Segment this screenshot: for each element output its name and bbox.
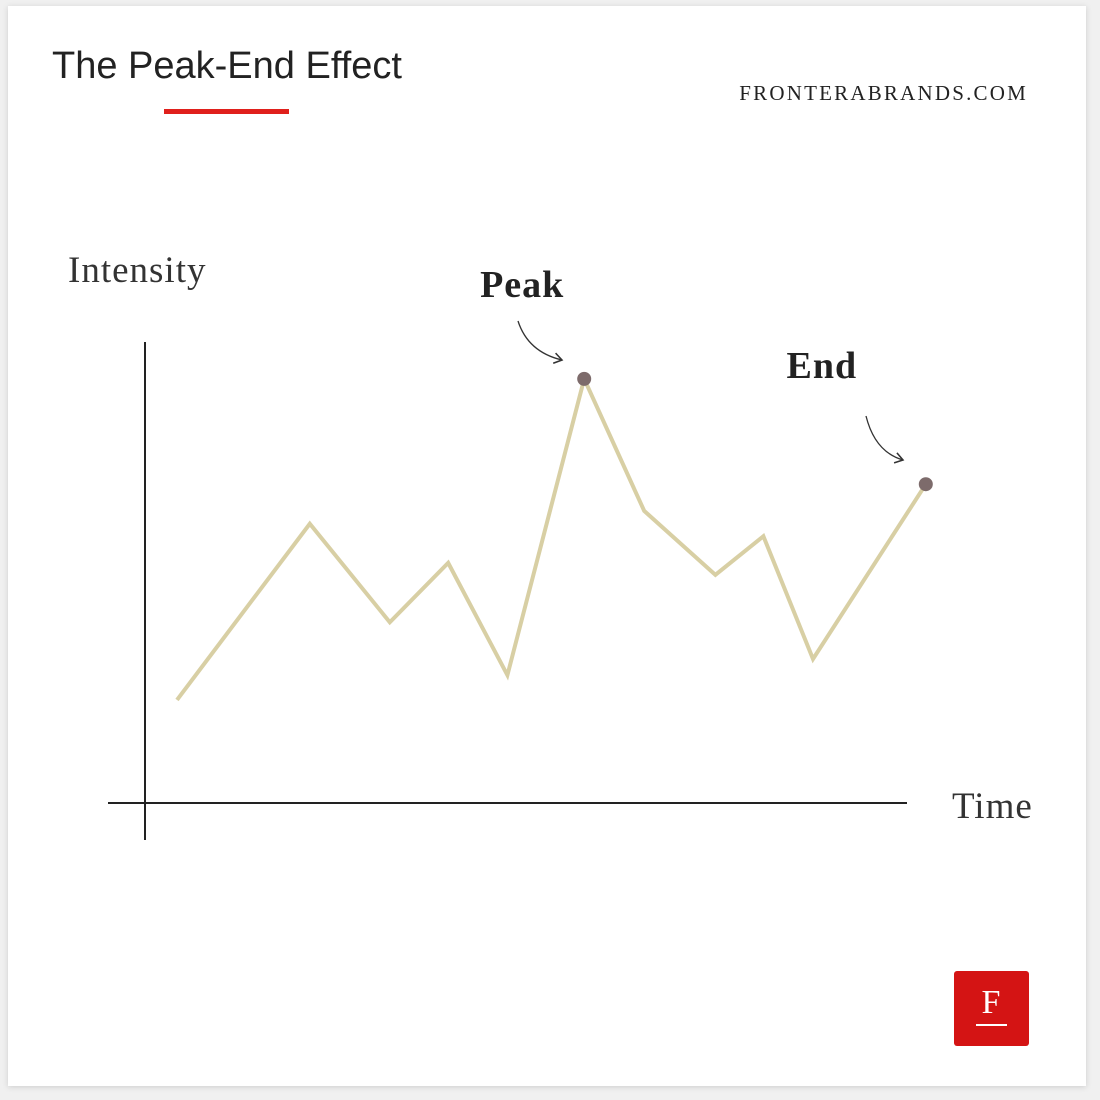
highlight-point (577, 371, 592, 386)
highlight-point (918, 477, 933, 492)
y-axis-label: Intensity (68, 250, 206, 291)
logo-letter: F (982, 984, 1001, 1021)
card (8, 6, 1086, 1086)
logo (954, 971, 1029, 1046)
end-arrow (865, 415, 905, 464)
x-axis-label: Time (952, 786, 1033, 827)
chart-title: The Peak-End Effect (52, 45, 402, 87)
source: FRONTERABRANDS.COM (739, 81, 1028, 105)
title-underline (164, 109, 289, 114)
annotation: Peak (480, 264, 564, 306)
annotation: End (786, 345, 857, 387)
peak-arrow (517, 320, 564, 365)
